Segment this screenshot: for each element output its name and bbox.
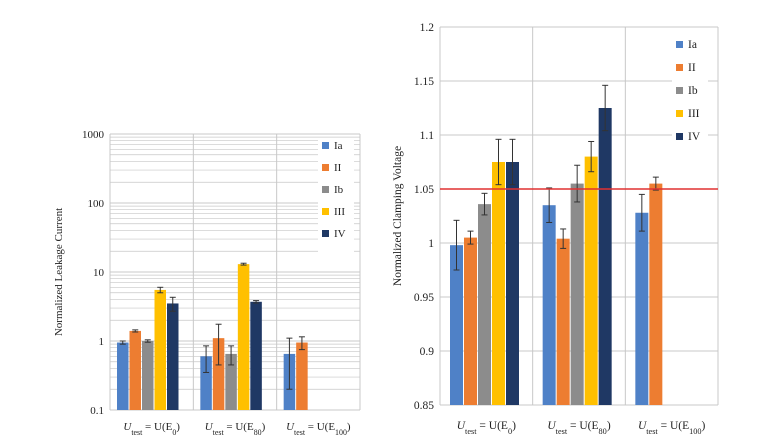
category-label-part: = U(E [658, 420, 689, 432]
bar-IV [506, 162, 519, 405]
y-tick-label: 0.1 [90, 405, 104, 417]
bar-Ia [542, 205, 556, 405]
bar-III [237, 264, 250, 410]
y-tick-label: 10 [93, 267, 105, 279]
legend-swatch-III [676, 110, 683, 117]
legend-swatch-IV [676, 133, 683, 140]
category-label: Utest = U(E100) [286, 421, 351, 437]
y-tick-label: 1 [99, 336, 105, 348]
bar-II [649, 183, 663, 405]
category-label: Utest = U(E0) [123, 421, 180, 437]
category-label-part: = U(E [305, 421, 335, 433]
category-label-part: test [131, 428, 143, 437]
category-label-part: = U(E [142, 421, 172, 433]
legend-swatch-II [676, 64, 683, 71]
category-label-part: = U(E [224, 421, 254, 433]
bar-Ia [200, 356, 212, 410]
bar-Ia [635, 212, 649, 405]
legend-label-III: III [688, 108, 700, 120]
category-label-part: ) [607, 420, 611, 432]
category-label-part: ) [347, 421, 351, 433]
y-tick-label: 0.95 [414, 292, 434, 304]
category-label-part: test [213, 428, 225, 437]
y-tick-label: 100 [88, 198, 105, 210]
category-label-part: ) [176, 421, 180, 433]
category-label-part: 80 [599, 427, 607, 436]
y-tick-label: 1.15 [414, 76, 434, 88]
bar-II [129, 330, 141, 410]
y-axis-title: Normalized Clamping Voltage [392, 146, 404, 286]
legend-swatch-II [322, 164, 329, 171]
bar-II [212, 338, 225, 410]
category-label-part: test [646, 427, 658, 436]
y-tick-label: 1 [428, 238, 434, 250]
legend-label-III: III [334, 206, 345, 218]
bar-IV [598, 108, 612, 405]
legend-label-IV: IV [334, 228, 346, 240]
category-label: Utest = U(E80) [205, 421, 266, 437]
category-label-part: test [294, 428, 306, 437]
category-label-part: 80 [254, 428, 262, 437]
category-label-part: 0 [172, 428, 176, 437]
legend-swatch-Ib [676, 87, 683, 94]
category-label-part: 100 [689, 427, 701, 436]
y-tick-label: 1.1 [420, 130, 435, 142]
category-label-part: U [286, 421, 295, 433]
bar-II [556, 238, 570, 405]
bar-Ia [117, 342, 129, 410]
bar-Ib [142, 341, 154, 410]
bar-III [154, 289, 166, 410]
legend-label-IV: IV [688, 131, 701, 143]
category-label: Utest = U(E100) [638, 420, 706, 436]
category-label-part: ) [512, 420, 516, 432]
category-label: Utest = U(E80) [547, 420, 610, 436]
legend-swatch-Ib [322, 186, 329, 193]
bar-III [492, 162, 505, 405]
bar-III [584, 156, 598, 405]
y-tick-label: 1000 [82, 129, 105, 141]
y-tick-label: 0.9 [420, 346, 435, 358]
category-label-part: = U(E [567, 420, 598, 432]
category-label-part: = U(E [477, 420, 508, 432]
bar-Ia [450, 245, 463, 405]
legend-label-II: II [334, 162, 342, 174]
legend-swatch-IV [322, 230, 329, 237]
legend: Ia II Ib III IV [672, 37, 708, 158]
legend-swatch-Ia [676, 41, 683, 48]
y-tick-label: 1.2 [420, 22, 435, 34]
category-label-part: U [123, 421, 132, 433]
y-tick-label: 0.85 [414, 400, 434, 412]
y-axis-title: Normalized Leakage Current [53, 208, 65, 336]
y-tick-label: 1.05 [414, 184, 434, 196]
category-label-part: U [547, 420, 556, 432]
legend-label-II: II [688, 62, 696, 74]
bar-IV [250, 301, 262, 410]
category-label-part: ) [702, 420, 706, 432]
category-label: Utest = U(E0) [457, 420, 516, 436]
category-label-part: 0 [508, 427, 512, 436]
bar-II [296, 342, 308, 410]
legend-label-Ia: Ia [334, 140, 343, 152]
category-label-part: test [556, 427, 568, 436]
legend-swatch-Ia [322, 142, 329, 149]
bar-Ib [570, 183, 584, 405]
legend-label-Ia: Ia [688, 39, 697, 51]
clamping-voltage-chart: 0.85 0.9 0.95 1 1.05 1.1 1.15 1.2 Normalized Cla… [392, 22, 719, 436]
legend-label-Ib: Ib [688, 85, 698, 97]
bar-II [464, 237, 477, 405]
bar-Ib [225, 353, 237, 410]
category-label-part: 100 [335, 428, 347, 437]
category-label-part: U [457, 420, 466, 432]
bar-IV [167, 303, 179, 410]
category-label-part: test [465, 427, 477, 436]
category-label-part: ) [262, 421, 266, 433]
legend-label-Ib: Ib [334, 184, 344, 196]
legend: Ia II Ib III IV [318, 138, 354, 254]
category-label-part: U [205, 421, 214, 433]
category-label-part: U [638, 420, 647, 432]
legend-swatch-III [322, 208, 329, 215]
bar-Ib [478, 204, 491, 405]
